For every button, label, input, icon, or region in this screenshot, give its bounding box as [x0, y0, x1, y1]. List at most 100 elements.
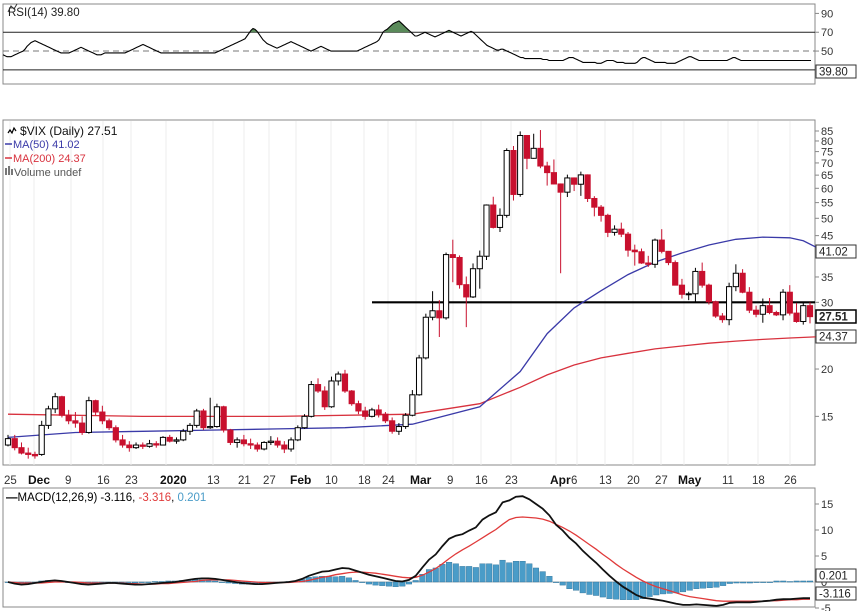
candle: [463, 276, 470, 328]
ma200-value-label: 24.37: [819, 332, 848, 344]
candle-body: [530, 147, 537, 159]
macd-hist-bar: [573, 581, 580, 591]
date-label: 9: [65, 475, 71, 487]
candle: [624, 232, 632, 257]
macd-hist-bar: [740, 581, 747, 584]
candle-body: [678, 284, 686, 295]
macd-hist-bar: [459, 566, 466, 583]
candle-body: [25, 452, 32, 455]
macd-hist-bar: [359, 581, 366, 583]
macd-hist-bar: [566, 581, 573, 589]
rsi-tick-label: 70: [821, 27, 833, 39]
macd-hist-bar: [793, 580, 800, 583]
candle-body: [503, 149, 510, 216]
candle: [645, 255, 652, 267]
macd-hist-bar: [145, 581, 152, 583]
date-label: 23: [505, 475, 518, 487]
candle: [442, 252, 450, 320]
candle: [726, 282, 733, 326]
price-tick-label: 15: [821, 411, 833, 423]
candle-body: [645, 262, 652, 265]
candle: [476, 250, 483, 289]
candle-body: [382, 413, 389, 422]
candle: [375, 404, 382, 418]
candle-body: [18, 447, 25, 454]
macd-hist-bar: [392, 581, 399, 587]
macd-hist-bar: [606, 581, 613, 599]
candle-body: [99, 411, 106, 422]
candle-body: [611, 228, 618, 233]
candle-body: [469, 268, 477, 298]
candle: [146, 439, 153, 448]
date-label: Apr: [550, 473, 571, 487]
candle-body: [45, 408, 52, 426]
candle: [456, 255, 463, 289]
macd-hist-bar: [786, 581, 793, 583]
candle-body: [220, 406, 227, 431]
candle: [530, 133, 537, 159]
macd-hist-bar: [800, 580, 807, 583]
candle-body: [274, 440, 281, 446]
macd-line: [7, 495, 811, 607]
candle-body: [557, 183, 564, 193]
candle-body: [651, 239, 659, 265]
candle-body: [227, 429, 234, 443]
candle: [72, 412, 79, 428]
date-label: 20: [627, 475, 640, 487]
macd-hist-bar: [613, 581, 620, 600]
candle-body: [207, 426, 214, 429]
candle: [422, 313, 429, 360]
macd-hist-bar: [553, 581, 560, 583]
macd-value-box: [815, 586, 857, 601]
date-label: Feb: [290, 473, 311, 487]
date-axis-labels: 25 Dec 9 16 23 2020 13 21 27 Feb 10 18 24 Mar 9 16 23 Apr…: [4, 473, 797, 487]
candle: [274, 437, 281, 448]
candle-body: [402, 414, 409, 428]
volume-legend-label: Volume undef: [14, 167, 82, 179]
macd-hist-bar: [506, 562, 513, 583]
macd-hist-bar: [646, 581, 653, 597]
candle-body: [699, 270, 706, 286]
price-tick-label: 65: [821, 170, 833, 182]
candle: [362, 406, 369, 420]
macd-hist-bar: [385, 581, 392, 587]
candle: [193, 408, 200, 428]
candle: [261, 441, 268, 451]
candle-body: [490, 204, 497, 228]
macd-hist-bar: [152, 581, 159, 583]
candle-body: [409, 394, 416, 416]
candle-body: [510, 149, 517, 195]
candle-body: [355, 403, 362, 412]
date-label: 24: [382, 475, 395, 487]
candle: [301, 414, 308, 429]
candle: [591, 196, 598, 217]
date-label: 23: [125, 475, 138, 487]
price-tick-label: 70: [821, 158, 833, 170]
candle-body: [362, 410, 369, 417]
candle: [678, 278, 686, 299]
last-price-label: 27.51: [819, 312, 848, 324]
candle-body: [105, 420, 113, 429]
candle: [287, 437, 295, 452]
macd-hist-bar: [780, 580, 787, 583]
macd-hist-bar: [332, 576, 339, 583]
ma200-value-box: [815, 329, 857, 344]
candle: [173, 437, 180, 444]
candle-body: [517, 135, 524, 195]
candle: [321, 386, 328, 410]
candle: [712, 300, 719, 318]
candle-body: [11, 438, 18, 449]
date-label: 10: [325, 475, 338, 487]
candle-body: [58, 396, 66, 416]
price-tick-label: 45: [821, 231, 833, 243]
macd-hist-bar: [753, 581, 760, 583]
macd-hist-bar: [486, 563, 493, 583]
candle: [449, 239, 456, 283]
candle: [227, 428, 234, 446]
candle: [544, 161, 551, 186]
macd-hist-bar: [512, 561, 519, 583]
candle: [672, 260, 679, 286]
candle-body: [166, 436, 173, 442]
date-label: 13: [599, 475, 612, 487]
